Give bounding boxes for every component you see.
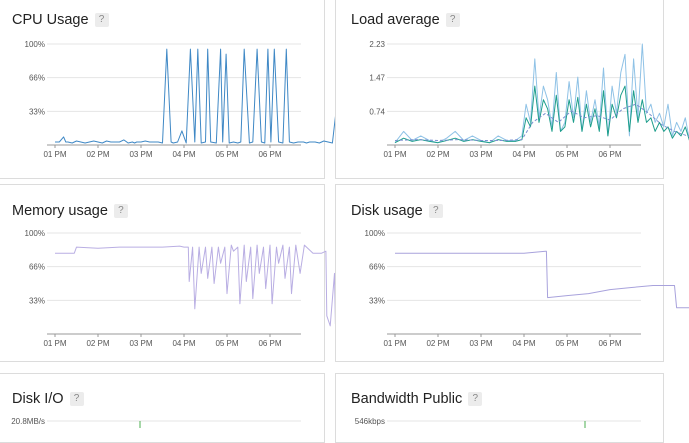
bandwidth-public-chart: 546kbps <box>355 417 641 428</box>
help-icon[interactable]: ? <box>468 392 483 406</box>
x-tick-label: 06 PM <box>258 339 281 348</box>
x-tick-label: 03 PM <box>469 339 492 348</box>
disk-usage-panel: Disk usage? <box>335 184 664 362</box>
y-tick-label: 33% <box>369 296 385 305</box>
x-tick-label: 04 PM <box>172 339 195 348</box>
x-tick-label: 03 PM <box>129 339 152 348</box>
y-tick-label: 66% <box>369 263 385 272</box>
help-icon[interactable]: ? <box>94 13 109 27</box>
disk-io-chart: 20.8MB/s <box>11 417 301 428</box>
x-tick-label: 05 PM <box>215 339 238 348</box>
x-tick-label: 02 PM <box>426 339 449 348</box>
series-line <box>55 244 363 327</box>
panel-title: Memory usage? <box>12 203 128 219</box>
x-tick-label: 06 PM <box>598 150 621 159</box>
panel-title: Disk usage? <box>351 203 443 219</box>
x-tick-label: 01 PM <box>383 339 406 348</box>
y-tick-label: 2.23 <box>369 40 385 49</box>
cpu-usage-chart: 100% 66% 33% 01 PM 02 PM 03 PM 04 PM 05 PM 06 PM <box>25 40 361 159</box>
help-icon[interactable]: ? <box>113 204 128 218</box>
x-tick-label: 06 PM <box>598 339 621 348</box>
x-tick-label: 01 PM <box>43 150 66 159</box>
x-tick-label: 04 PM <box>512 150 535 159</box>
x-tick-label: 02 PM <box>86 150 109 159</box>
disk-usage-chart: 100% 66% 33% 01 PM 02 PM 03 PM 04 PM 05 PM 06 PM <box>365 229 689 348</box>
panel-title-text: CPU Usage <box>12 12 89 28</box>
x-tick-label: 05 PM <box>555 150 578 159</box>
help-icon[interactable]: ? <box>428 204 443 218</box>
panel-title: Disk I/O? <box>12 391 84 407</box>
y-tick-label: 33% <box>29 296 45 305</box>
y-tick-label: 546kbps <box>355 417 385 426</box>
panel-title: Load average? <box>351 12 460 28</box>
series-line <box>55 48 361 144</box>
y-tick-label: 33% <box>29 107 45 116</box>
x-tick-label: 05 PM <box>555 339 578 348</box>
series-line <box>394 103 689 141</box>
y-tick-label: 0.74 <box>369 107 385 116</box>
x-tick-label: 04 PM <box>512 339 535 348</box>
y-tick-label: 66% <box>29 263 45 272</box>
panel-title: Bandwidth Public? <box>351 391 483 407</box>
x-tick-label: 03 PM <box>469 150 492 159</box>
series-line <box>395 250 689 309</box>
x-tick-label: 02 PM <box>86 339 109 348</box>
y-tick-label: 20.8MB/s <box>11 417 45 426</box>
x-tick-label: 04 PM <box>172 150 195 159</box>
memory-usage-chart: 100% 66% 33% 01 PM 02 PM 03 PM 04 PM 05 PM 06 PM <box>25 229 363 348</box>
y-tick-label: 100% <box>25 40 45 49</box>
help-icon[interactable]: ? <box>69 392 84 406</box>
panel-title-text: Load average <box>351 12 440 28</box>
y-tick-label: 100% <box>25 229 45 238</box>
load-average-panel: Load average? <box>335 0 664 179</box>
panel-title-text: Memory usage <box>12 203 108 219</box>
y-tick-label: 100% <box>365 229 385 238</box>
panel-title-text: Disk usage <box>351 203 423 219</box>
x-tick-label: 05 PM <box>215 150 238 159</box>
x-tick-label: 02 PM <box>426 150 449 159</box>
panel-title-text: Bandwidth Public <box>351 391 463 407</box>
y-tick-label: 66% <box>29 74 45 83</box>
load-average-chart: 2.23 1.47 0.74 01 PM 02 PM 03 PM 04 PM 05 PM 06 … <box>369 40 689 159</box>
series-line <box>394 43 689 144</box>
help-icon[interactable]: ? <box>445 13 460 27</box>
x-tick-label: 06 PM <box>258 150 281 159</box>
x-tick-label: 01 PM <box>43 339 66 348</box>
cpu-usage-panel: CPU Usage? <box>0 0 325 179</box>
panel-title-text: Disk I/O <box>12 391 64 407</box>
panel-title: CPU Usage? <box>12 12 109 28</box>
x-tick-label: 01 PM <box>383 150 406 159</box>
x-tick-label: 03 PM <box>129 150 152 159</box>
y-tick-label: 1.47 <box>369 74 385 83</box>
